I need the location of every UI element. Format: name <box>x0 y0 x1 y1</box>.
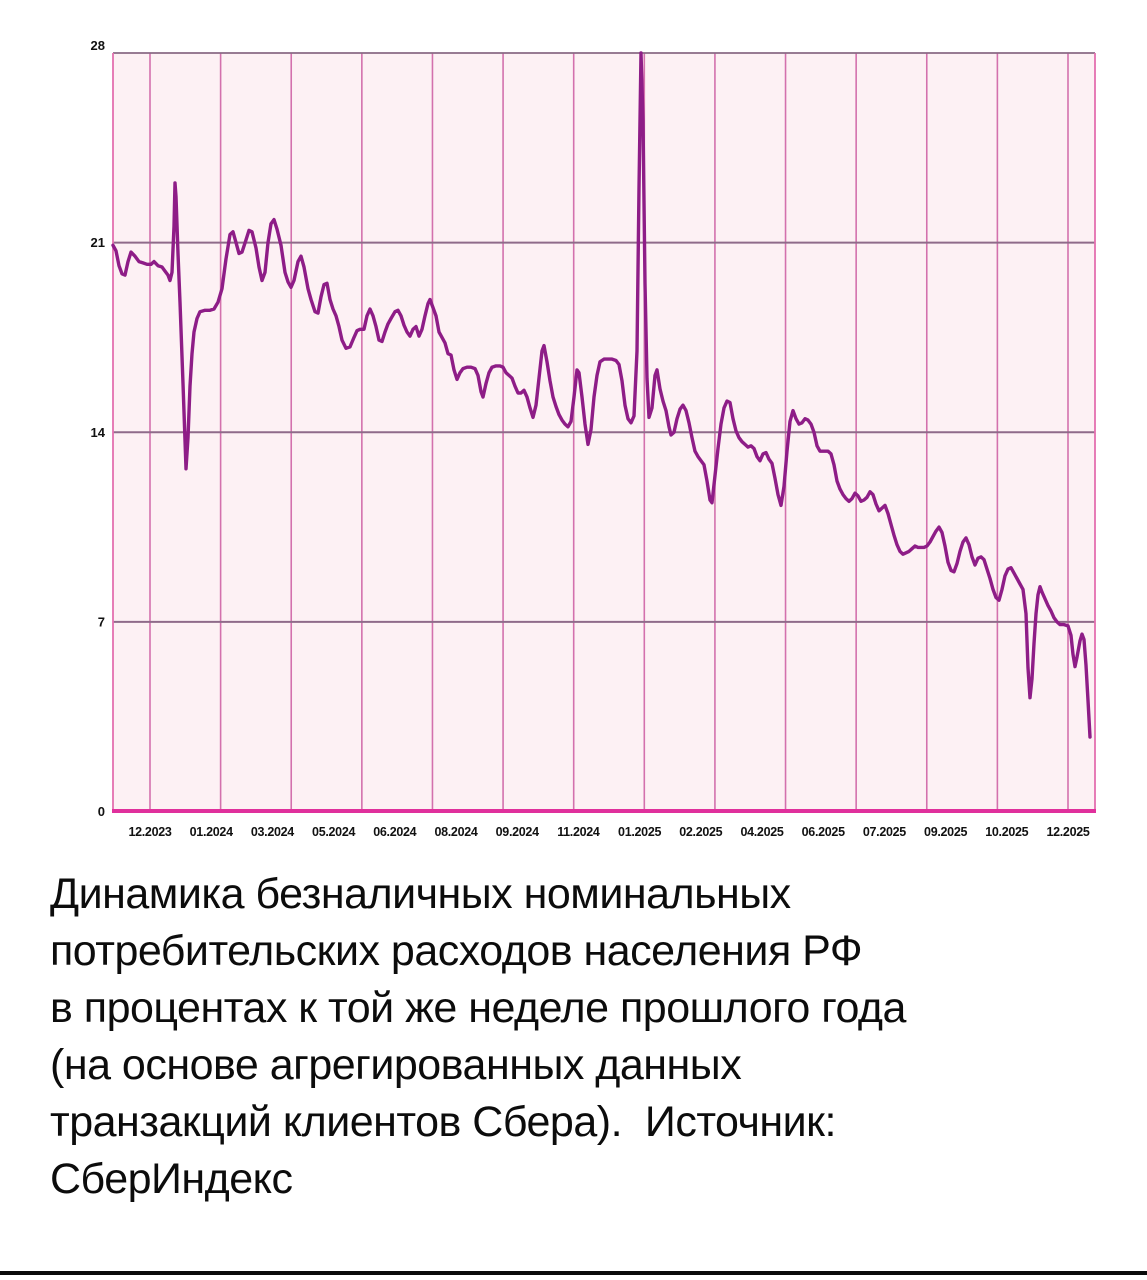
x-axis-tick-label: 02.2025 <box>679 825 722 839</box>
x-axis-tick-label: 07.2025 <box>863 825 906 839</box>
y-axis-tick-label: 21 <box>91 235 105 250</box>
chart-caption: Динамика безналичных номинальных потребит… <box>50 866 1120 1208</box>
caption-line: транзакций клиентов Сбера). Источник: <box>50 1098 836 1146</box>
y-axis-tick-label: 14 <box>91 425 106 440</box>
y-axis-tick-label: 7 <box>98 614 105 629</box>
x-axis-tick-label: 12.2025 <box>1046 825 1089 839</box>
x-axis-tick-label: 06.2024 <box>373 825 416 839</box>
x-axis-tick-label: 01.2025 <box>618 825 661 839</box>
x-axis-tick-label: 04.2025 <box>740 825 783 839</box>
y-axis-tick-label: 28 <box>91 38 105 53</box>
data-series-line <box>111 51 1092 739</box>
caption-line: потребительских расходов населения РФ <box>50 927 863 975</box>
x-axis-tick-label: 09.2025 <box>924 825 967 839</box>
y-axis-tick-label: 0 <box>98 804 105 819</box>
x-axis-tick-label: 09.2024 <box>496 825 539 839</box>
spending-line-chart: 28 21 14 7 0 12.2023 01.2024 03.2024 05.2024 06.2… <box>91 38 1096 839</box>
x-axis-tick-label: 08.2024 <box>434 825 477 839</box>
bottom-divider <box>0 1271 1147 1275</box>
x-axis-tick-label: 01.2024 <box>190 825 233 839</box>
x-axis-tick-label: 11.2024 <box>557 825 600 839</box>
caption-line: (на основе агрегированных данных <box>50 1041 742 1089</box>
caption-line: СберИндекс <box>50 1155 293 1203</box>
x-axis-tick-label: 06.2025 <box>802 825 845 839</box>
caption-line: Динамика безналичных номинальных <box>50 870 791 918</box>
caption-line: в процентах к той же неделе прошлого год… <box>50 984 906 1032</box>
x-axis-tick-label: 10.2025 <box>985 825 1028 839</box>
x-axis-tick-label: 05.2024 <box>312 825 355 839</box>
x-axis-tick-label: 03.2024 <box>251 825 294 839</box>
x-axis-tick-label: 12.2023 <box>128 825 171 839</box>
